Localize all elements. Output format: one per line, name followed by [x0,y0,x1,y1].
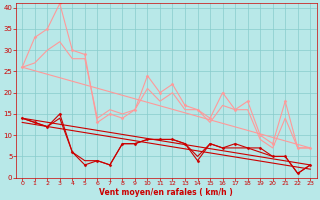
X-axis label: Vent moyen/en rafales ( km/h ): Vent moyen/en rafales ( km/h ) [100,188,233,197]
